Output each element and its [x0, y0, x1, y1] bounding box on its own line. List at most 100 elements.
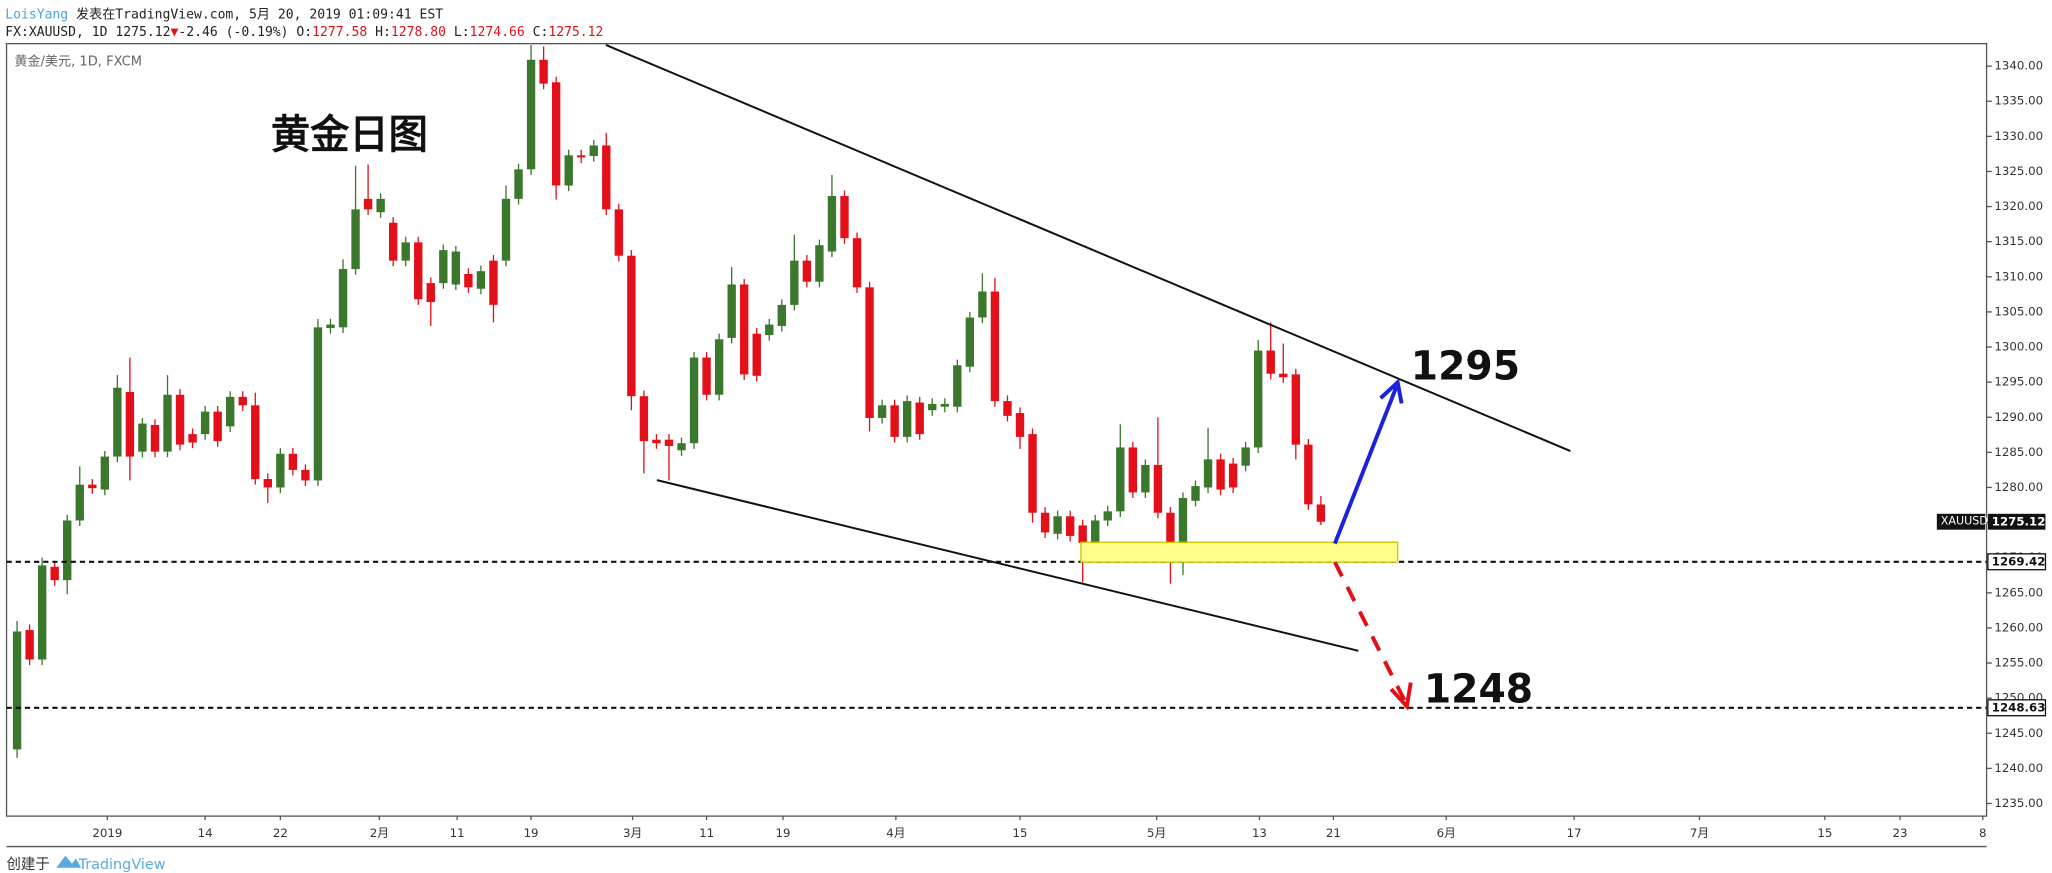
footer-brand[interactable]: TradingView [78, 857, 166, 873]
x-tick-label: 15 [1013, 826, 1028, 840]
support-zone [1080, 541, 1399, 563]
x-tick-label: 7月 [1690, 826, 1709, 840]
candle-body [539, 59, 548, 84]
candle-body [351, 209, 360, 270]
c-label: C: [533, 24, 549, 39]
candle-body [175, 394, 185, 445]
change-arrow: ▼ [171, 24, 179, 39]
header-line-2: FX:XAUUSD, 1D 1275.12▼-2.46 (-0.19%) O:1… [5, 24, 603, 39]
candle-body [376, 198, 385, 213]
candle-body [401, 242, 410, 261]
target-down-label: 1248 [1424, 666, 1533, 712]
l-value: 1274.66 [470, 24, 525, 39]
candle-body [1266, 350, 1275, 374]
x-tick-label: 11 [450, 826, 465, 840]
candle-body [1078, 525, 1087, 543]
candle-body [476, 271, 486, 289]
candle-body [1091, 520, 1100, 543]
x-tick-label: 3月 [623, 826, 642, 840]
candle-body [940, 403, 949, 407]
x-tick-label: 5月 [1147, 826, 1166, 840]
o-value: 1277.58 [312, 24, 367, 39]
y-tick-label: 1260.00 [1994, 620, 2043, 634]
candle-body [978, 291, 987, 318]
candle-body [439, 250, 448, 284]
y-tick-label: 1330.00 [1994, 129, 2043, 143]
footer-created: 创建于 [7, 856, 50, 873]
candle-body [426, 283, 435, 303]
candle-body [614, 209, 624, 256]
candle-body [1304, 444, 1313, 505]
published: 发表在TradingView.com, 5月 20, 2019 01:09:41… [76, 6, 443, 22]
up-arrow [1333, 378, 1404, 545]
y-tick-label: 1315.00 [1994, 234, 2043, 248]
candle-body [727, 284, 736, 338]
candle-body [902, 401, 912, 437]
symbol-label: XAUUSD [1941, 515, 1988, 528]
candle-body [326, 324, 335, 329]
x-tick-label: 11 [699, 826, 714, 840]
candle-body [1040, 512, 1050, 533]
candle-body [100, 456, 110, 490]
candle-body [1316, 504, 1326, 522]
candle-body [765, 324, 774, 336]
level-badge [1987, 699, 2047, 717]
brand-logo [56, 855, 82, 868]
candle-body [188, 434, 197, 443]
candle-body [551, 82, 561, 186]
candle-body [338, 269, 348, 328]
candle-body [827, 196, 837, 252]
candle-body [226, 396, 235, 427]
candle-body [890, 405, 899, 437]
candle-body [877, 405, 887, 418]
x-tick-label: 23 [1893, 826, 1908, 840]
candle-body [1116, 447, 1125, 512]
last-price-badge [1987, 513, 2046, 530]
target-up-label: 1295 [1411, 343, 1520, 389]
candle-body [75, 484, 84, 521]
y-tick-label: 1235.00 [1994, 796, 2043, 810]
candle-body [1216, 459, 1225, 490]
author[interactable]: LoisYang [5, 7, 68, 22]
candle-body [514, 169, 523, 199]
x-tick-label: 19 [524, 826, 539, 840]
candle-body [740, 284, 749, 375]
candle-body [1065, 516, 1075, 536]
candle-body [213, 411, 222, 442]
down-arrow-head [1389, 682, 1413, 711]
candle-body [526, 59, 536, 170]
candle-body [1003, 401, 1012, 416]
y-tick-label: 1245.00 [1994, 726, 2043, 740]
x-tick-label: 2019 [92, 826, 122, 840]
candle-body [652, 439, 661, 444]
y-tick-label: 1300.00 [1994, 339, 2043, 353]
candle-body [88, 484, 97, 489]
candle-body [301, 469, 310, 481]
candle-body [1241, 447, 1250, 466]
candle-body [1028, 434, 1037, 513]
level-label: 1248.63 [1992, 700, 2046, 714]
y-tick-label: 1280.00 [1994, 480, 2043, 494]
y-tick-label: 1265.00 [1994, 585, 2043, 599]
candle-body [639, 396, 649, 442]
header-line-1: LoisYang 发表在TradingView.com, 5月 20, 2019… [5, 6, 443, 22]
candle-body [200, 411, 210, 435]
candle-body [802, 260, 812, 282]
y-tick-label: 1320.00 [1994, 199, 2043, 213]
level-badge [1987, 553, 2047, 571]
candle-body [664, 439, 674, 447]
x-tick-label: 21 [1326, 826, 1341, 840]
candle-body [1279, 373, 1288, 378]
c-value: 1275.12 [548, 24, 603, 39]
x-tick-label: 14 [198, 826, 213, 840]
plot-frame [5, 42, 1988, 817]
symbol: FX:XAUUSD, 1D [5, 24, 107, 39]
candle-body [602, 145, 611, 210]
candle-body [501, 198, 511, 261]
candle-body [953, 365, 962, 407]
candle-body [1228, 463, 1238, 488]
level-label: 1269.42 [1992, 554, 2046, 568]
candle-body [564, 155, 573, 186]
candle-body [1254, 350, 1263, 448]
y-tick-label: 1240.00 [1994, 761, 2043, 775]
